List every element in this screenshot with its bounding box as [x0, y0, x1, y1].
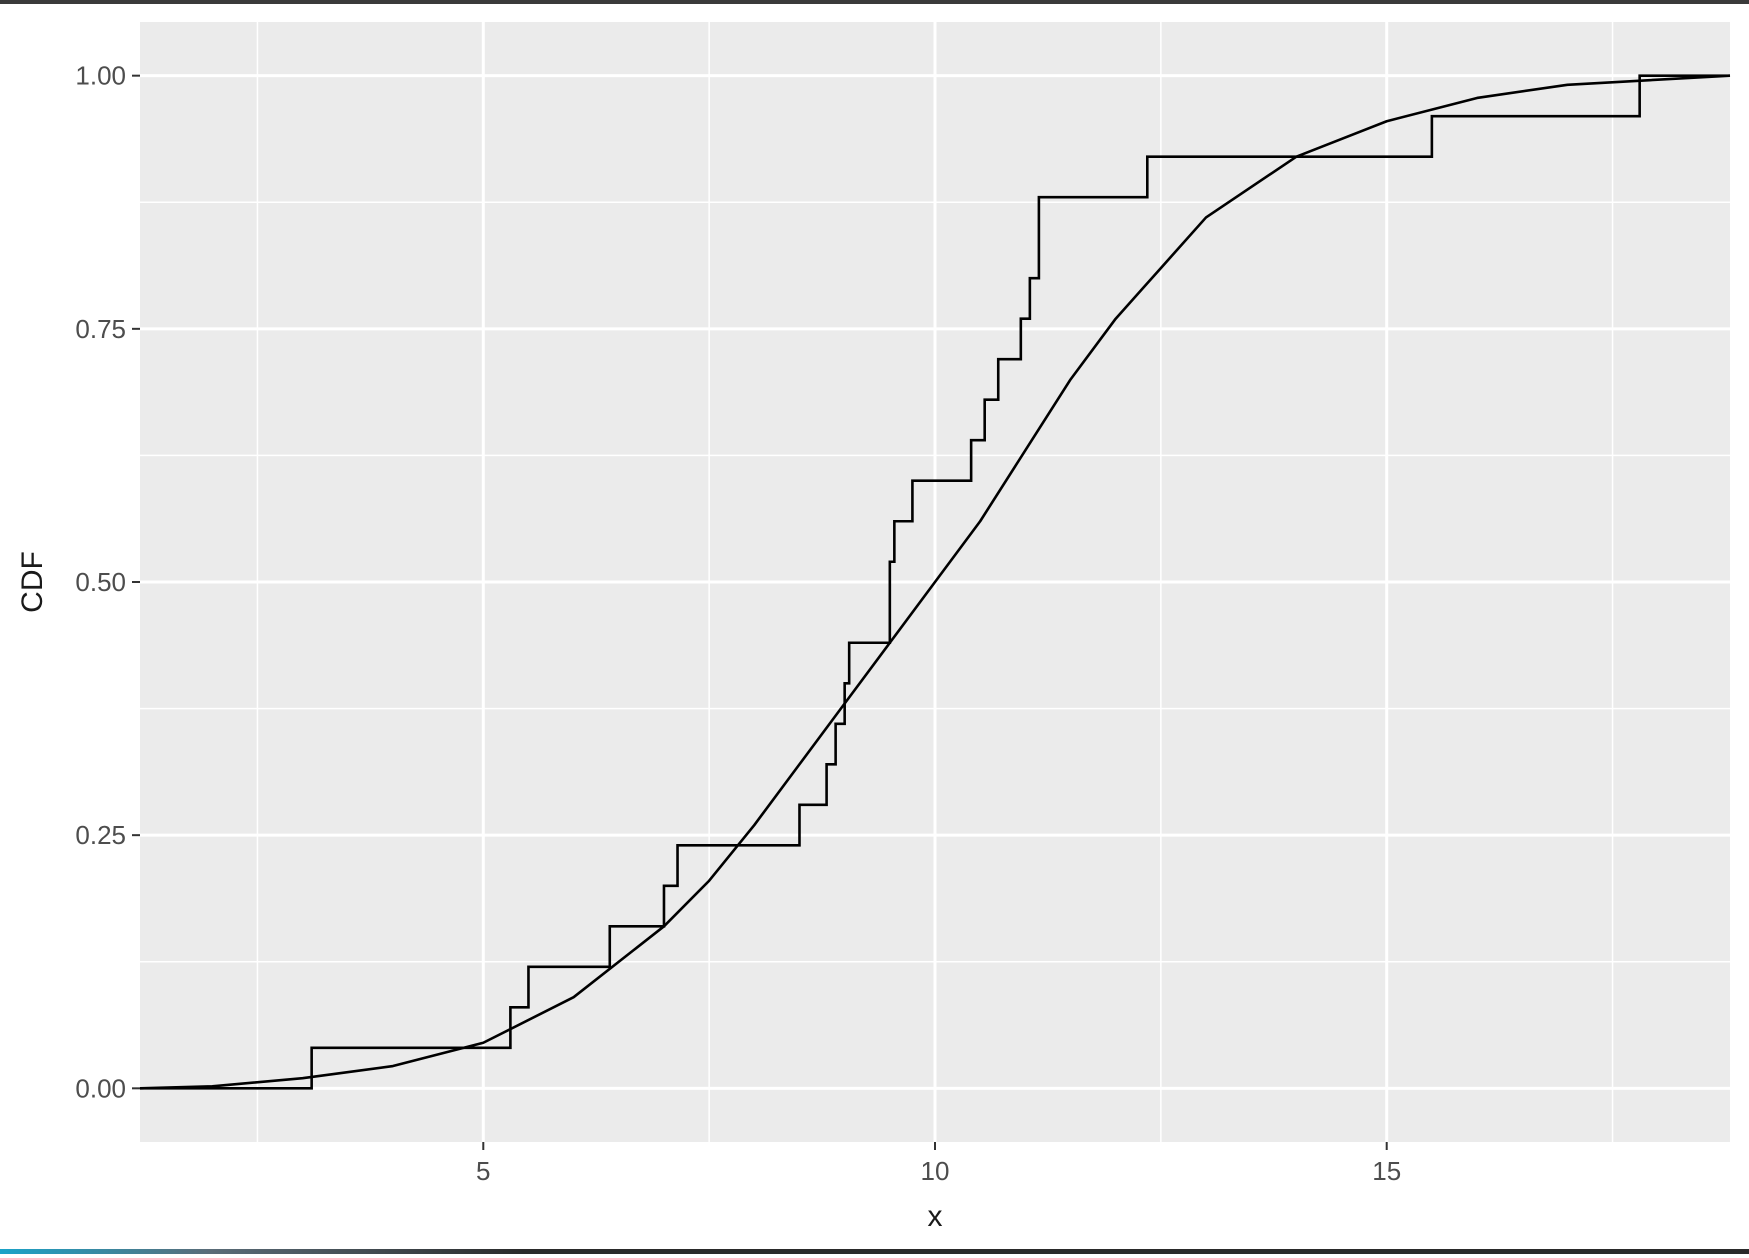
- y-tick-label: 0.25: [75, 820, 126, 850]
- x-axis-title: x: [928, 1200, 943, 1233]
- cdf-chart: 0.00 0.25 0.50 0.75 1.00 5 10 15 x CDF: [0, 4, 1749, 1258]
- y-tick-label: 0.00: [75, 1073, 126, 1103]
- x-tick-label: 15: [1372, 1156, 1401, 1186]
- y-tick-label: 0.50: [75, 567, 126, 597]
- x-tick-label: 10: [921, 1156, 950, 1186]
- y-tick-label: 1.00: [75, 61, 126, 91]
- x-tick-label: 5: [476, 1156, 490, 1186]
- x-axis: 5 10 15: [476, 1142, 1401, 1186]
- y-axis: 0.00 0.25 0.50 0.75 1.00: [75, 61, 140, 1104]
- window-bottom-bar: [0, 1249, 1749, 1254]
- y-axis-title: CDF: [16, 551, 49, 613]
- y-tick-label: 0.75: [75, 314, 126, 344]
